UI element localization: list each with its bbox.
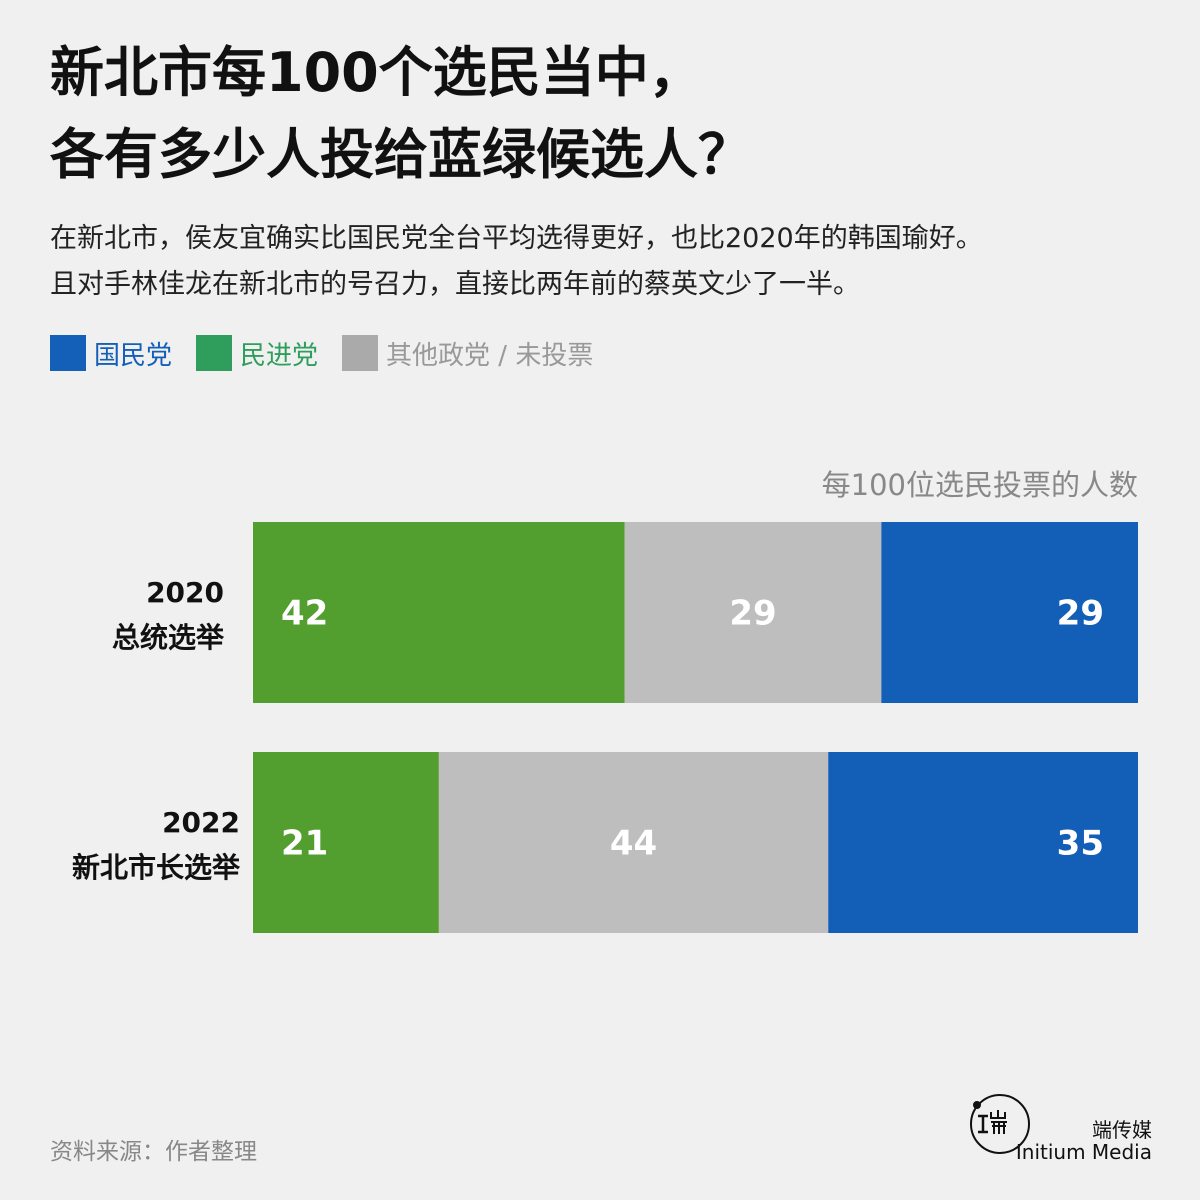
unit-label: 每100位选民投票的人数	[821, 468, 1138, 502]
bar-segment-0-2	[881, 522, 1138, 703]
data-label-0-1: 29	[729, 594, 776, 634]
data-label-1-2: 35	[1057, 824, 1104, 864]
legend-swatch-other	[342, 335, 379, 371]
category-label-1-0: 2022	[162, 806, 240, 839]
brand-logo: 端传媒 Initium Media	[966, 1090, 1156, 1170]
bar-segment-1-2	[828, 752, 1138, 933]
legend-swatch-kmt	[50, 335, 86, 371]
page-title: 新北市每100个选民当中， 各有多少人投给蓝绿候选人？	[50, 32, 1150, 196]
legend-label-kmt: 国民党	[94, 340, 173, 371]
initium-logo-icon	[970, 1094, 1030, 1154]
legend-item-dpp: 民进党	[196, 335, 318, 372]
bar-segment-0-1	[624, 522, 882, 703]
title-line-2: 各有多少人投给蓝绿候选人？	[50, 123, 752, 186]
subtitle-line-1: 在新北市，侯友宜确实比国民党全台平均选得更好，也比2020年的韩国瑜好。	[50, 223, 983, 254]
bar-segment-1-1	[438, 752, 829, 933]
legend-swatch-dpp	[196, 335, 233, 371]
category-label-0-1: 总统选举	[112, 621, 225, 654]
brand-name-cn: 端传媒	[1092, 1118, 1152, 1142]
data-label-0-2: 29	[1057, 594, 1104, 634]
bar-segment-1-0	[253, 752, 439, 933]
category-label-0-0: 2020	[146, 576, 224, 609]
title-line-1: 新北市每100个选民当中，	[50, 41, 703, 104]
bar-segment-0-0	[253, 522, 625, 703]
data-label-1-0: 21	[281, 824, 328, 864]
subtitle-line-2: 且对手林佳龙在新北市的号召力，直接比两年前的蔡英文少了一半。	[50, 269, 860, 300]
legend-label-other: 其他政党 / 未投票	[386, 340, 594, 371]
legend-item-other: 其他政党 / 未投票	[342, 335, 593, 372]
source-note: 资料来源：作者整理	[50, 1139, 257, 1165]
legend-item-kmt: 国民党	[50, 335, 172, 372]
data-label-1-1: 44	[610, 824, 657, 864]
legend: 国民党 民进党 其他政党 / 未投票	[50, 334, 617, 372]
legend-label-dpp: 民进党	[240, 340, 319, 371]
data-label-0-0: 42	[281, 594, 328, 634]
brand-name-en: Initium Media	[1015, 1140, 1152, 1164]
subtitle: 在新北市，侯友宜确实比国民党全台平均选得更好，也比2020年的韩国瑜好。 且对手…	[50, 216, 1160, 308]
category-label-1-1: 新北市长选举	[72, 851, 241, 884]
